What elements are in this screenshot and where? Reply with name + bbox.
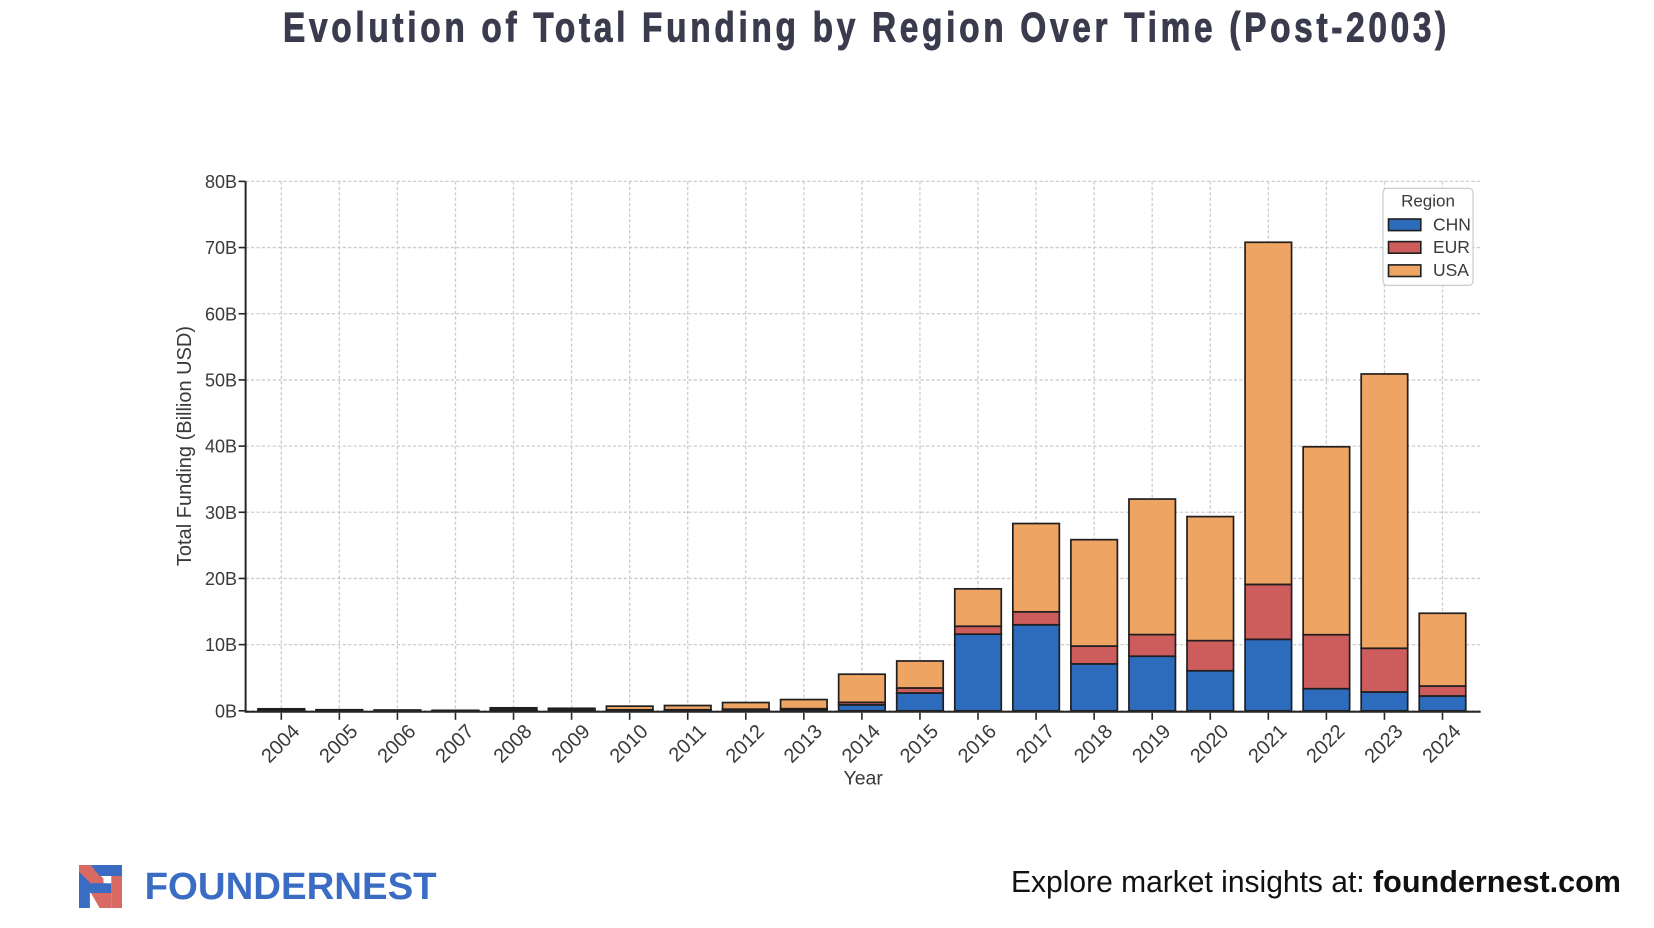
svg-text:Total Funding (Billion USD): Total Funding (Billion USD) <box>174 326 196 566</box>
svg-text:Region: Region <box>1401 192 1455 211</box>
svg-text:CHN: CHN <box>1433 214 1471 234</box>
svg-text:30B: 30B <box>205 503 237 523</box>
svg-text:80B: 80B <box>205 172 237 192</box>
svg-text:Year: Year <box>843 768 883 790</box>
svg-text:Evolution of Total Funding by: Evolution of Total Funding by Region Ove… <box>283 4 1450 51</box>
svg-text:EUR: EUR <box>1433 237 1470 257</box>
svg-text:Explore market insights at: fo: Explore market insights at: foundernest.… <box>1011 865 1621 899</box>
svg-text:20B: 20B <box>205 569 237 589</box>
svg-text:10B: 10B <box>205 635 237 655</box>
svg-text:60B: 60B <box>205 304 237 324</box>
svg-text:USA: USA <box>1433 260 1469 280</box>
svg-text:50B: 50B <box>205 370 237 390</box>
svg-text:0B: 0B <box>215 701 237 721</box>
svg-text:40B: 40B <box>205 437 237 457</box>
svg-text:70B: 70B <box>205 238 237 258</box>
svg-text:FOUNDERNEST: FOUNDERNEST <box>145 866 437 908</box>
